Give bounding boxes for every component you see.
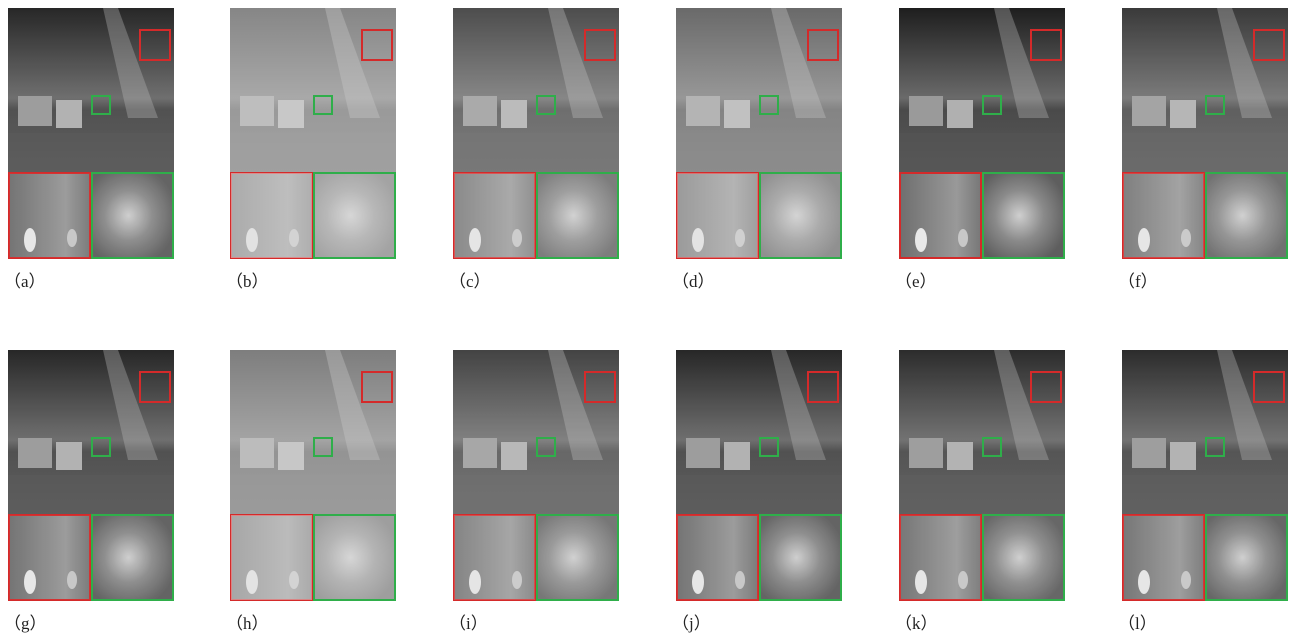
haze — [899, 350, 1065, 514]
panel: （c） — [449, 8, 619, 291]
haze — [8, 8, 174, 172]
haze — [984, 516, 1063, 599]
haze — [453, 350, 619, 514]
panel: （i） — [449, 350, 619, 633]
haze — [454, 515, 535, 600]
haze — [93, 174, 172, 257]
panel-label: （i） — [449, 614, 488, 633]
panel: （a） — [4, 8, 174, 291]
panel-label: （h） — [226, 614, 269, 633]
panel: （l） — [1118, 350, 1288, 633]
haze — [1123, 515, 1204, 600]
haze — [315, 516, 394, 599]
haze — [230, 8, 396, 172]
haze — [230, 350, 396, 514]
haze — [900, 515, 981, 600]
haze — [1122, 350, 1288, 514]
panel: （h） — [226, 350, 396, 633]
haze — [453, 8, 619, 172]
haze — [8, 350, 174, 514]
haze — [676, 350, 842, 514]
figure: （a） （b） （c） （d） （e） （f） （g） （h） （i） （j） （k） （l） — [0, 0, 1292, 642]
panel: （d） — [672, 8, 842, 291]
haze — [1207, 174, 1286, 257]
haze — [231, 515, 312, 600]
haze — [9, 173, 90, 258]
panel: （k） — [895, 350, 1065, 633]
panel-label: （g） — [4, 614, 47, 633]
panel-label: （c） — [449, 272, 491, 291]
haze — [93, 516, 172, 599]
haze — [538, 174, 617, 257]
panel-label: （f） — [1118, 272, 1158, 291]
haze — [9, 515, 90, 600]
panel: （e） — [895, 8, 1065, 291]
haze — [676, 8, 842, 172]
panel-label: （e） — [895, 272, 937, 291]
haze — [761, 174, 840, 257]
haze — [677, 515, 758, 600]
haze — [454, 173, 535, 258]
haze — [315, 174, 394, 257]
panel: （g） — [4, 350, 174, 633]
haze — [761, 516, 840, 599]
panel-label: （k） — [895, 614, 938, 633]
haze — [231, 173, 312, 258]
panel: （f） — [1118, 8, 1288, 291]
haze — [1123, 173, 1204, 258]
haze — [677, 173, 758, 258]
haze — [1122, 8, 1288, 172]
haze — [538, 516, 617, 599]
panel-label: （a） — [4, 272, 46, 291]
panel-label: （b） — [226, 272, 269, 291]
panel-label: （j） — [672, 614, 711, 633]
panel-label: （d） — [672, 272, 715, 291]
panel: （j） — [672, 350, 842, 633]
panel-label: （l） — [1118, 614, 1157, 633]
haze — [1207, 516, 1286, 599]
panel: （b） — [226, 8, 396, 291]
